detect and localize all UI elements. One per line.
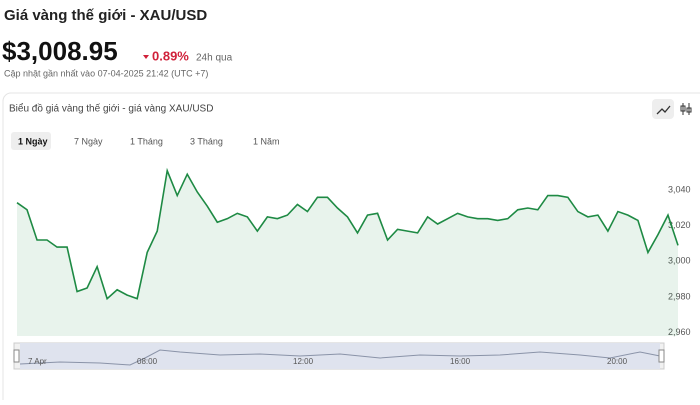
line-icon: [656, 105, 671, 115]
navigator-handle[interactable]: [13, 349, 20, 363]
navigator-label: 7 Apr: [28, 357, 47, 366]
card-title: Biểu đồ giá vàng thế giới - giá vàng XAU…: [9, 103, 213, 115]
navigator-label: 20:00: [607, 357, 628, 366]
range-tab[interactable]: 1 Ngày: [18, 136, 48, 146]
range-tab[interactable]: 3 Tháng: [190, 136, 223, 146]
area: [17, 170, 678, 336]
navigator-line: [19, 349, 661, 366]
page-title: Giá vàng thế giới - XAU/USD: [4, 7, 207, 24]
navigator-label: 12:00: [293, 357, 314, 366]
period: 24h qua: [196, 53, 233, 64]
line-mode[interactable]: [652, 99, 674, 119]
y-tick-label: 2,980: [668, 291, 691, 301]
chart-card: [2, 92, 700, 405]
candle-mode[interactable]: [680, 103, 692, 115]
price: $3,008.95: [2, 36, 118, 66]
range-tab[interactable]: 7 Ngày: [74, 136, 103, 146]
active-tab: [11, 132, 51, 150]
range-tab[interactable]: 1 Năm: [253, 136, 280, 146]
price-line: [16, 167, 679, 301]
y-tick-label: 3,040: [668, 185, 691, 195]
updated: Cập nhật gần nhất vào 07-04-2025 21:42 (…: [4, 68, 208, 78]
y-tick-label: 3,020: [668, 220, 691, 230]
y-tick-label: 3,000: [668, 256, 691, 266]
y-tick-label: 2,960: [668, 327, 691, 337]
range-tab[interactable]: 1 Tháng: [130, 136, 163, 146]
change: 0.89%: [152, 48, 189, 63]
navigator-handle[interactable]: [658, 349, 665, 363]
down-arrow: [143, 55, 149, 59]
navigator-label: 16:00: [450, 357, 471, 366]
navigator-range: [20, 343, 660, 369]
navigator-label: 08:00: [137, 357, 158, 366]
